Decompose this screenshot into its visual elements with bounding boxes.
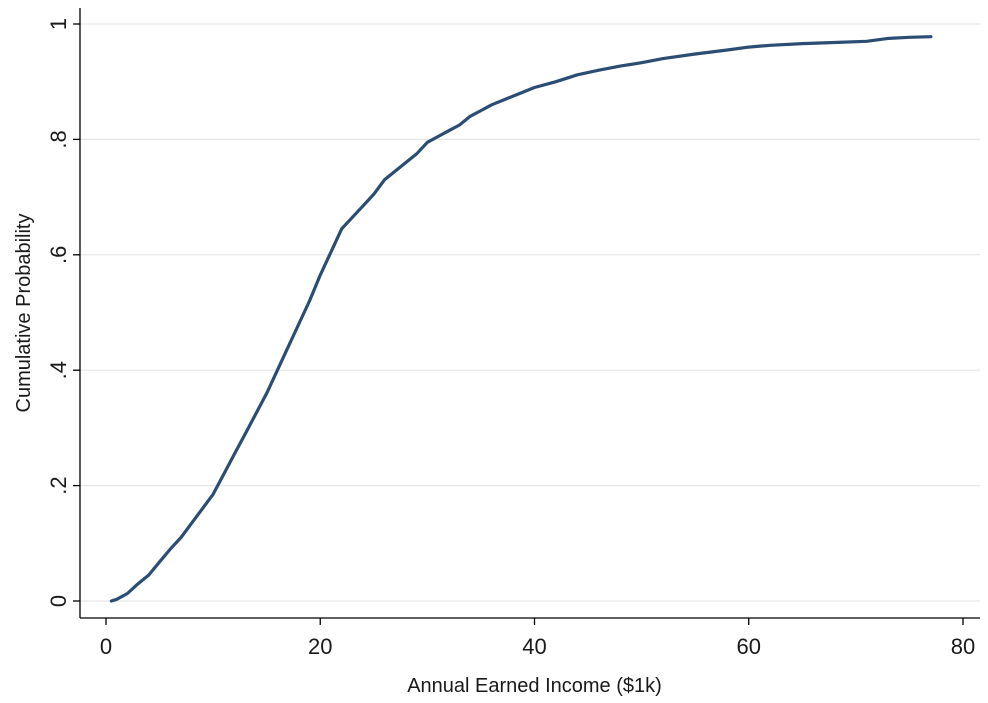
y-tick-label-0: 0 [46, 595, 71, 607]
y-tick-label-5: 1 [46, 18, 71, 30]
x-tick-label-4: 80 [951, 634, 975, 659]
axes-layer: 0 .2 .4 .6 .8 1 0 20 40 60 80 [46, 8, 980, 659]
cdf-series-line [109, 35, 933, 603]
y-tick-label-4: .8 [46, 130, 71, 148]
series-layer [109, 35, 933, 603]
y-tick-label-1: .2 [46, 476, 71, 494]
grid-layer [80, 23, 980, 602]
x-tick-label-1: 20 [308, 634, 332, 659]
y-axis-title: Cumulative Probability [13, 214, 35, 413]
y-tick-label-3: .6 [46, 246, 71, 264]
x-tick-label-3: 60 [737, 634, 761, 659]
x-tick-label-0: 0 [100, 634, 112, 659]
y-tick-label-2: .4 [46, 361, 71, 379]
x-tick-label-2: 40 [522, 634, 546, 659]
x-axis-title: Annual Earned Income ($1k) [407, 675, 662, 697]
